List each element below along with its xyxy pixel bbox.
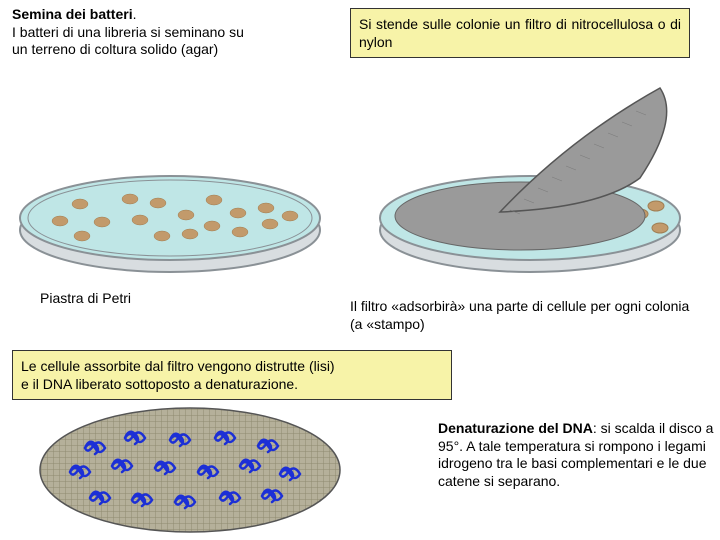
filter-absorb-text: Il filtro «adsorbirà» una parte di cellu… bbox=[350, 298, 690, 333]
lysis-line2: e il DNA liberato sottoposto a denaturaz… bbox=[21, 376, 298, 392]
denaturation-title: Denaturazione del DNA bbox=[438, 420, 593, 436]
petri-label: Piastra di Petri bbox=[40, 290, 131, 308]
intro-title: Semina dei batteri bbox=[12, 6, 133, 22]
lysis-box: Le cellule assorbite dal filtro vengono … bbox=[12, 350, 452, 400]
intro-text: Semina dei batteri. I batteri di una lib… bbox=[12, 6, 262, 59]
intro-punct: . bbox=[133, 6, 137, 22]
denaturation-text: Denaturazione del DNA: si scalda il disc… bbox=[438, 420, 718, 490]
lysis-line1: Le cellule assorbite dal filtro vengono … bbox=[21, 358, 335, 374]
intro-body: I batteri di una libreria si seminano su… bbox=[12, 24, 244, 58]
